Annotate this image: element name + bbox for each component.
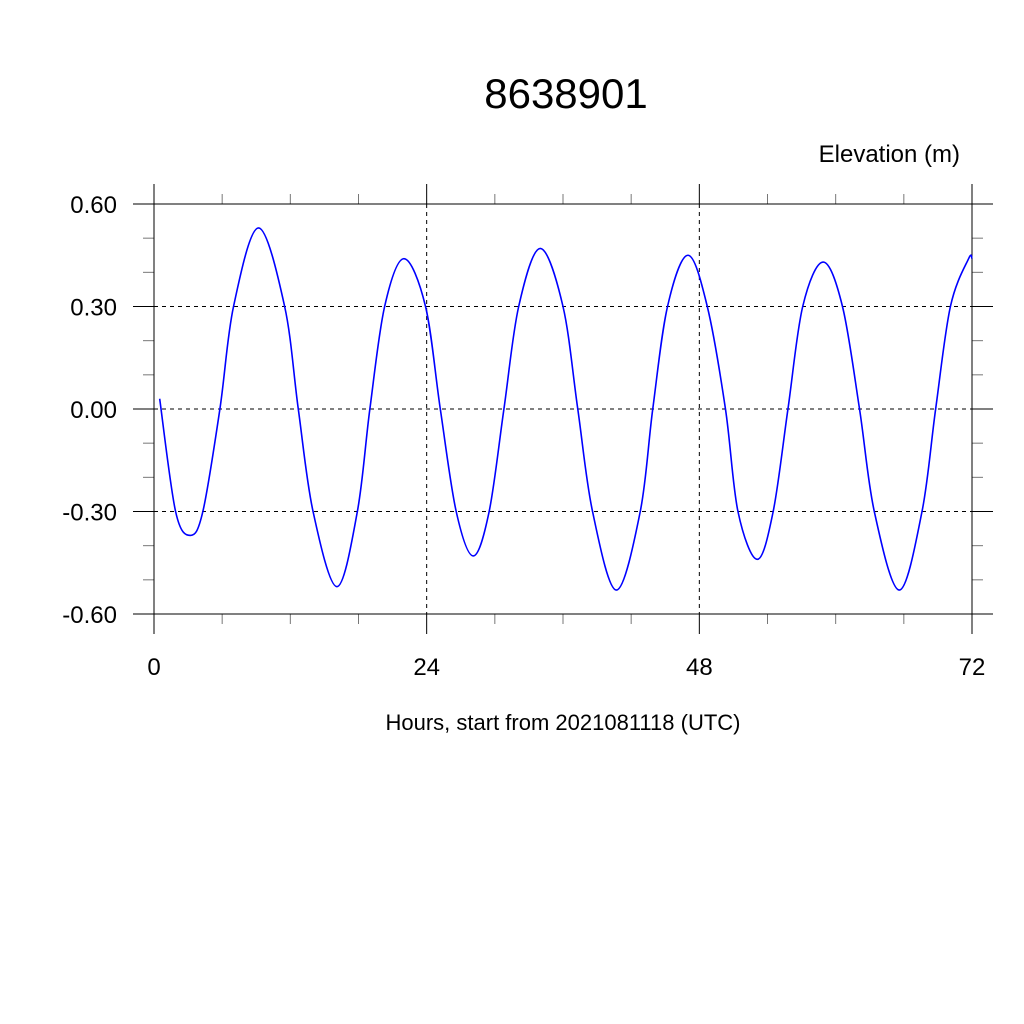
- y-tick-label: -0.30: [62, 500, 117, 527]
- x-tick-label: 72: [959, 654, 986, 681]
- x-tick-label: 48: [686, 654, 713, 681]
- x-tick-label: 24: [413, 654, 440, 681]
- ticks: [133, 184, 993, 634]
- tick-labels: 0 24 48 72 0.60 0.30 0.00 -0.30 -0.60: [62, 192, 985, 681]
- y-tick-label: 0.00: [70, 397, 117, 424]
- x-tick-label: 0: [147, 654, 160, 681]
- y-axis-label: Elevation (m): [819, 141, 960, 168]
- plot-frame: [153, 203, 973, 615]
- y-tick-label: -0.60: [62, 602, 117, 629]
- y-tick-label: 0.60: [70, 192, 117, 219]
- grid: [153, 203, 973, 615]
- series-line: [158, 227, 973, 591]
- y-tick-label: 0.30: [70, 295, 117, 322]
- chart-title: 8638901: [484, 70, 648, 117]
- x-axis-label: Hours, start from 2021081118 (UTC): [386, 710, 741, 735]
